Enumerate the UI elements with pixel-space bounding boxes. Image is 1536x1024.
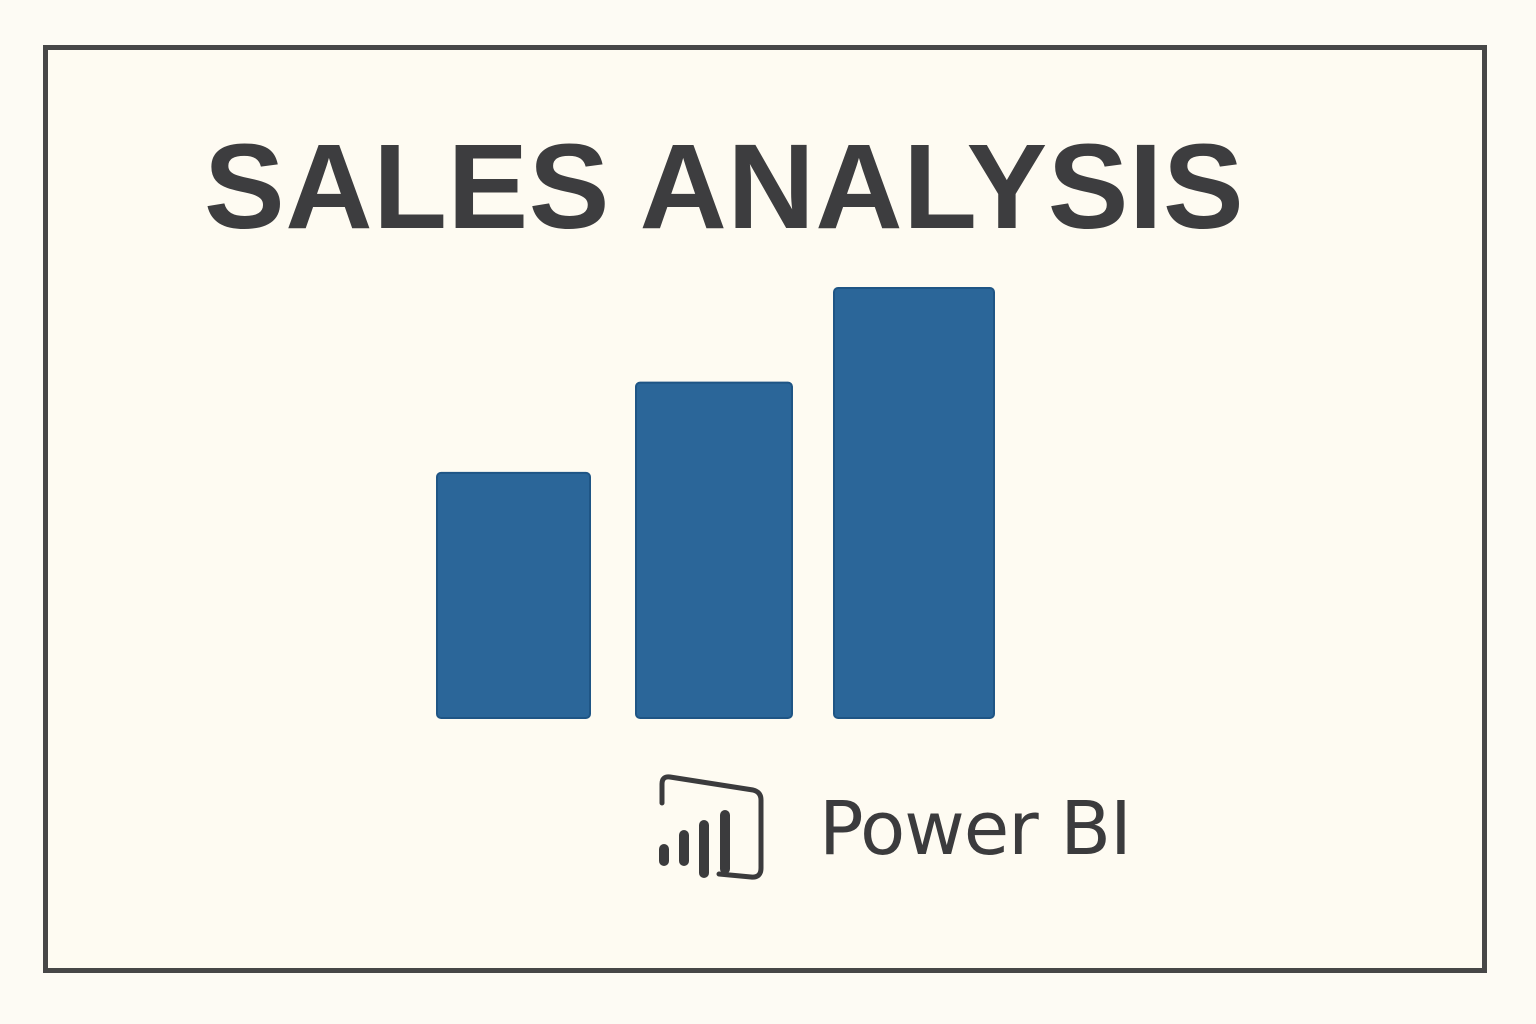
chart-title: SALES ANALYSIS bbox=[204, 118, 1245, 254]
brand-lockup: Power BI bbox=[655, 772, 1175, 886]
power-bi-logo-icon bbox=[659, 774, 764, 880]
brand-name: Power BI bbox=[819, 786, 1132, 872]
bar-2 bbox=[635, 381, 793, 719]
bar-3 bbox=[833, 287, 995, 719]
bar-1 bbox=[436, 471, 591, 719]
